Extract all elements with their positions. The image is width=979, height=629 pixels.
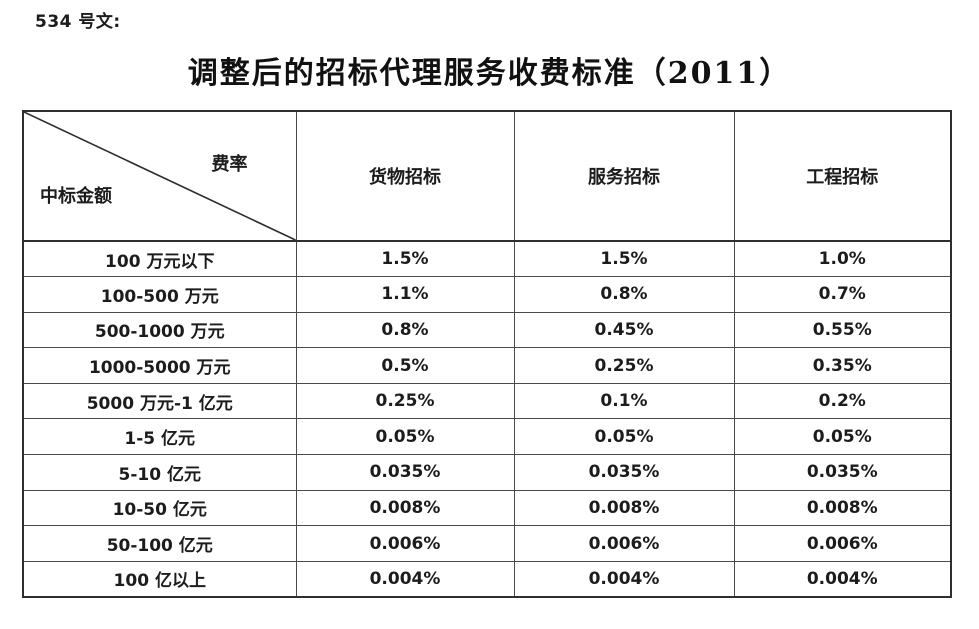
table-cell: 0.035% [513,454,735,491]
table-row: 1-5 亿元 0.05% 0.05% 0.05% [22,418,952,456]
table-cell: 0.006% [733,525,952,562]
column-header-goods: 货物招标 [295,110,515,242]
table-row: 5-10 亿元 0.035% 0.035% 0.035% [22,454,952,491]
row-label: 50-100 亿元 [22,525,297,562]
table-row: 100 亿以上 0.004% 0.004% 0.004% [22,560,952,598]
table-cell: 1.0% [733,240,952,278]
row-label: 500-1000 万元 [22,311,297,349]
table-cell: 0.004% [295,560,515,598]
row-label: 5-10 亿元 [22,454,297,491]
table-cell: 0.8% [513,276,735,313]
table-cell: 1.1% [295,276,515,313]
table-cell: 0.004% [513,560,735,598]
table-cell: 0.004% [733,560,952,598]
table-cell: 1.5% [295,240,515,278]
table-row: 5000 万元-1 亿元 0.25% 0.1% 0.2% [22,382,952,420]
table-cell: 0.45% [513,311,735,349]
row-label: 100 亿以上 [22,560,297,598]
row-label: 1000-5000 万元 [22,347,297,384]
row-label: 1-5 亿元 [22,418,297,456]
table-cell: 0.05% [295,418,515,456]
table-cell: 0.8% [295,311,515,349]
table-row: 100-500 万元 1.1% 0.8% 0.7% [22,276,952,313]
corner-label-rate: 费率 [211,154,248,175]
page-title: 调整后的招标代理服务收费标准（2011） [187,56,792,91]
column-header-services: 服务招标 [513,110,735,242]
table-row: 50-100 亿元 0.006% 0.006% 0.006% [22,525,952,562]
table-cell: 0.55% [733,311,952,349]
diagonal-corner-cell: 费率 中标金额 [22,110,297,242]
row-label: 5000 万元-1 亿元 [22,382,297,420]
table-row: 1000-5000 万元 0.5% 0.25% 0.35% [22,347,952,384]
table-cell: 0.05% [513,418,735,456]
document-number-label: 534 号文: [35,12,121,32]
table-cell: 0.006% [295,525,515,562]
table-cell: 0.008% [295,489,515,527]
corner-label-bid-amount: 中标金额 [40,186,112,207]
table-row: 10-50 亿元 0.008% 0.008% 0.008% [22,489,952,527]
table-cell: 0.35% [733,347,952,384]
row-label: 100-500 万元 [22,276,297,313]
table-cell: 1.5% [513,240,735,278]
column-header-engineering: 工程招标 [733,110,952,242]
table-cell: 0.008% [513,489,735,527]
table-cell: 0.008% [733,489,952,527]
row-label: 10-50 亿元 [22,489,297,527]
table-cell: 0.05% [733,418,952,456]
table-cell: 0.25% [295,382,515,420]
row-label: 100 万元以下 [22,240,297,278]
diagonal-divider-line [24,112,296,240]
table-cell: 0.035% [295,454,515,491]
table-cell: 0.035% [733,454,952,491]
table-row: 500-1000 万元 0.8% 0.45% 0.55% [22,311,952,349]
table-cell: 0.5% [295,347,515,384]
table-cell: 0.25% [513,347,735,384]
table-cell: 0.2% [733,382,952,420]
table-cell: 0.1% [513,382,735,420]
table-cell: 0.7% [733,276,952,313]
fee-rate-table: 费率 中标金额 货物招标 服务招标 工程招标 100 万元以下 1.5% 1.5… [22,110,952,598]
table-row: 100 万元以下 1.5% 1.5% 1.0% [22,240,952,278]
header-row: 费率 中标金额 货物招标 服务招标 工程招标 [22,110,952,242]
table-cell: 0.006% [513,525,735,562]
